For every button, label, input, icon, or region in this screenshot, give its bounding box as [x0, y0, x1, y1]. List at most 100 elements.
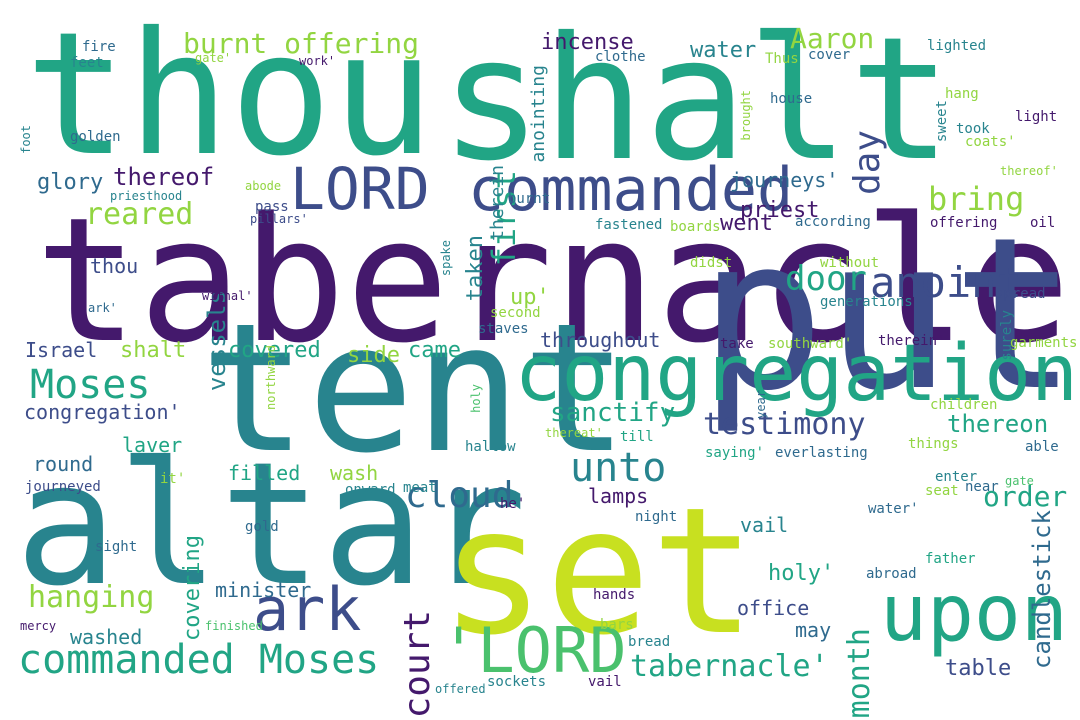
- word-northward: northward: [264, 345, 278, 411]
- word-seat: seat: [925, 483, 959, 499]
- word-sweet: sweet: [934, 100, 950, 143]
- word-fire: fire: [82, 39, 116, 55]
- word-abode: abode: [245, 179, 282, 193]
- word-children: children: [930, 397, 998, 413]
- word-tent: tent: [200, 285, 629, 492]
- word-hands: hands: [593, 587, 636, 603]
- word-foot: foot: [19, 125, 33, 154]
- word-covered: covered: [228, 338, 321, 363]
- word-water: water': [868, 501, 919, 517]
- word-light: light: [1015, 109, 1058, 125]
- word-tabernacle: tabernacle: [35, 180, 1071, 381]
- word-saying: saying': [705, 445, 765, 461]
- word-father: father: [925, 551, 976, 567]
- word-garments: garments: [1010, 335, 1078, 351]
- word-wash: wash: [330, 461, 379, 485]
- word-ark: ark: [253, 575, 362, 645]
- word-vail: vail: [588, 674, 622, 690]
- word-night: night: [635, 509, 678, 525]
- word-holy: holy: [469, 384, 483, 413]
- word-things: things: [908, 436, 959, 452]
- word-second: second: [490, 305, 541, 321]
- word-he: he': [500, 496, 526, 512]
- word-took: took: [956, 121, 990, 137]
- word-meat: meat: [403, 480, 437, 496]
- word-water: water: [690, 38, 757, 63]
- word-side: side: [347, 343, 400, 368]
- word-upon: upon: [880, 569, 1068, 659]
- word-sight: sight: [95, 539, 138, 555]
- word-bread: bread: [628, 634, 671, 650]
- word-feet: feet: [70, 55, 104, 71]
- word-taken: taken: [463, 235, 488, 302]
- word-ark: ark': [88, 301, 117, 315]
- word-lord: 'LORD: [440, 614, 627, 687]
- word-round: round: [33, 452, 94, 476]
- word-court: court: [397, 610, 438, 719]
- word-shalt: shalt: [440, 1, 952, 199]
- word-hallow: hallow: [465, 439, 516, 455]
- word-work: work': [299, 54, 336, 68]
- word-thereof: thereof: [113, 163, 215, 191]
- word-spread: spread: [995, 286, 1046, 302]
- word-covering: covering: [180, 535, 205, 641]
- word-clothe: clothe: [595, 49, 646, 65]
- word-washed: washed: [70, 625, 143, 649]
- word-enter: enter: [935, 469, 978, 485]
- word-burnt-offering: burnt offering: [183, 27, 420, 60]
- word-tabernacle: tabernacle': [630, 649, 829, 684]
- word-onward: onward: [345, 482, 396, 498]
- word-thereof: thereof': [1000, 164, 1058, 178]
- word-golden: golden: [70, 129, 121, 145]
- word-door: door: [785, 259, 867, 299]
- word-without: without: [820, 255, 880, 271]
- word-minister: minister: [215, 578, 312, 602]
- word-offering: offering: [930, 215, 998, 231]
- word-altar: altar: [15, 426, 527, 624]
- word-laver: laver: [122, 433, 183, 457]
- word-gate: gate: [1005, 474, 1034, 488]
- word-burnt: burnt: [508, 191, 551, 207]
- word-thereat: thereat': [545, 426, 603, 440]
- word-finished: finished: [205, 619, 263, 633]
- word-commanded-moses: commanded Moses: [18, 637, 380, 683]
- word-israel: Israel: [25, 338, 98, 362]
- word-lord: LORD: [290, 155, 430, 223]
- word-testimony: testimony: [703, 407, 866, 442]
- word-able: able: [1025, 439, 1059, 455]
- word-boards: boards: [670, 219, 721, 235]
- word-put: put: [698, 192, 1078, 437]
- word-lighted: lighted: [927, 38, 987, 54]
- word-mercy: mercy: [20, 619, 57, 633]
- word-therein: therein: [487, 165, 508, 241]
- word-bars: bars: [600, 617, 634, 633]
- word-journeyed: journeyed: [25, 479, 101, 495]
- word-congregation: congregation: [514, 329, 1078, 419]
- word-cover: cover: [808, 47, 851, 63]
- word-abroad: abroad: [866, 566, 917, 582]
- word-moses: Moses: [30, 362, 151, 408]
- word-sockets: sockets: [487, 674, 547, 690]
- word-unto: unto: [570, 445, 667, 491]
- word-filled: filled: [228, 461, 301, 485]
- word-thereon: thereon: [947, 410, 1049, 438]
- word-vail: vail: [740, 513, 789, 537]
- word-reared: reared: [85, 197, 194, 232]
- word-according: according: [795, 214, 871, 230]
- word-bring: bring: [928, 180, 1025, 218]
- word-throughout: throughout: [540, 328, 661, 352]
- word-near: near: [965, 479, 999, 495]
- word-didst: didst: [690, 255, 733, 271]
- word-incense: incense: [541, 30, 634, 55]
- word-it: it': [160, 471, 186, 487]
- word-priesthood: priesthood: [110, 189, 183, 203]
- word-withal: withal': [202, 289, 253, 303]
- word-set: set: [440, 471, 757, 674]
- word-gold: gold: [245, 519, 279, 535]
- word-month: month: [842, 627, 877, 718]
- word-hanging: hanging: [28, 580, 155, 615]
- word-congregation: congregation': [24, 400, 181, 424]
- word-day: day: [847, 130, 888, 196]
- word-spake: spake: [439, 240, 453, 277]
